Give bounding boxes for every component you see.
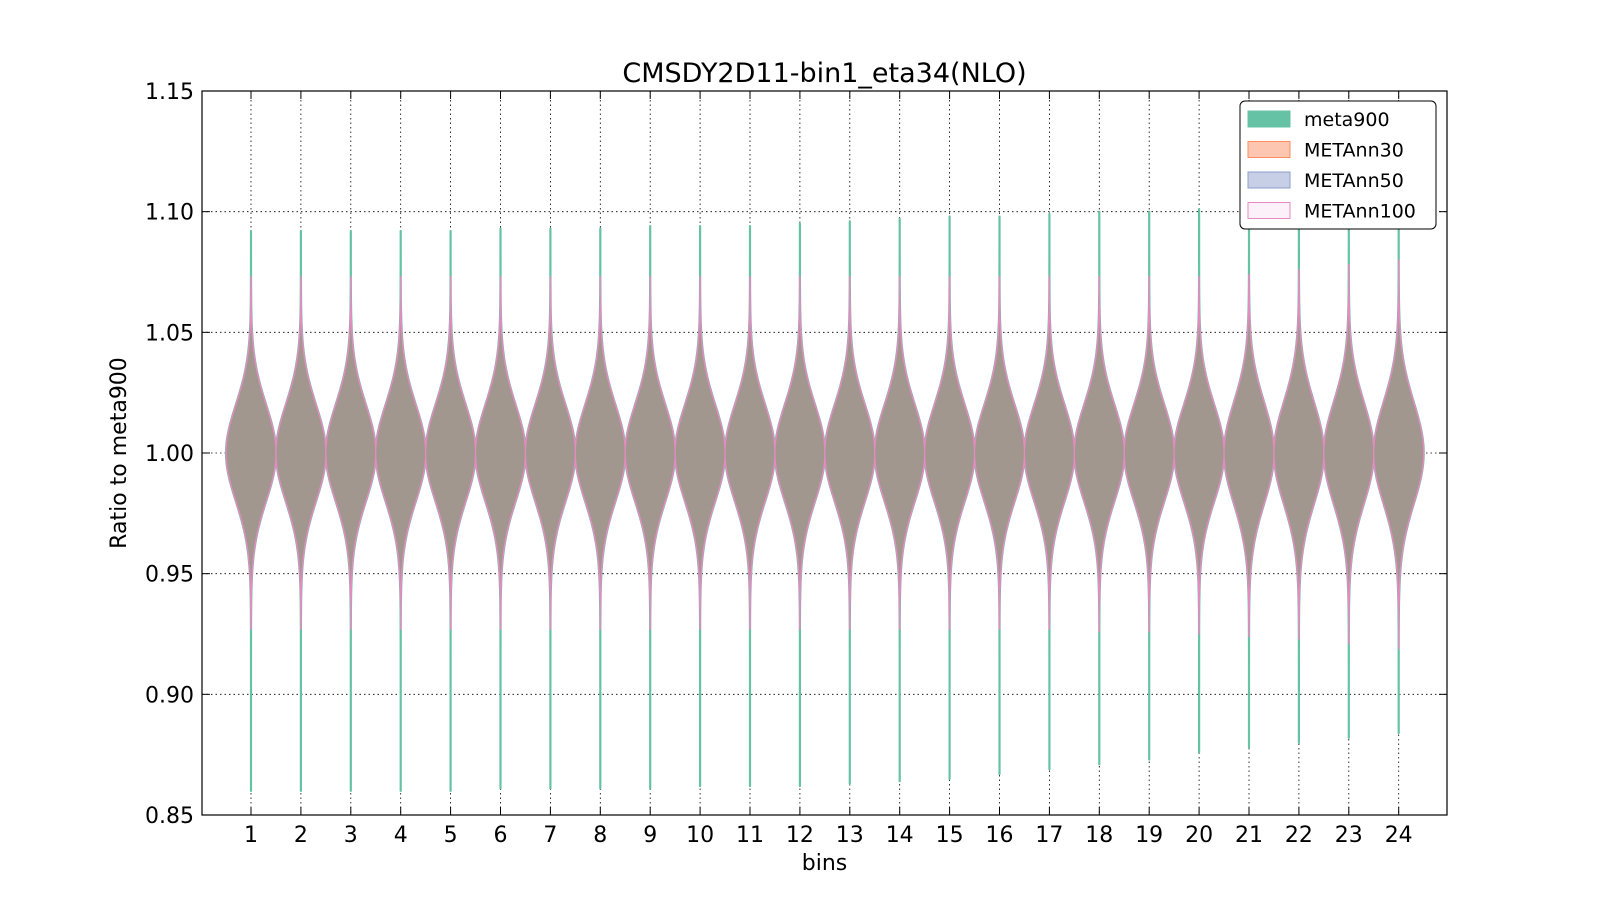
violin-overlay [225,259,1425,650]
x-tick-label: 16 [986,823,1014,848]
legend-label-meta900: meta900 [1304,109,1390,131]
violin-body-bin-15 [923,276,976,630]
x-tick-label: 17 [1035,823,1063,848]
x-tick-label: 5 [444,823,458,848]
y-tick-label: 1.05 [145,321,194,346]
chart-title: CMSDY2D11-bin1_eta34(NLO) [622,58,1026,89]
x-tick-label: 15 [936,823,964,848]
violin-body-bin-22 [1273,268,1325,640]
x-tick-label: 6 [494,823,508,848]
violin-body-bin-4 [375,276,427,630]
x-tick-label: 18 [1085,823,1113,848]
y-tick-label: 0.90 [145,683,194,708]
violin-body-bin-11 [724,276,776,630]
x-tick-label: 3 [344,823,358,848]
violin-body-bin-12 [774,276,826,630]
x-tick-label: 21 [1235,823,1263,848]
x-tick-label: 9 [643,823,657,848]
violin-body-bin-9 [624,276,676,630]
y-tick-label: 1.10 [145,201,194,226]
violin-body-bin-7 [524,276,577,630]
legend-box [1239,100,1437,230]
violin-body-bin-17 [1023,276,1076,630]
legend: meta900 METAnn30 METAnn50 METAnn100 [1239,100,1437,230]
x-tick-label: 4 [394,823,408,848]
y-axis-title: Ratio to meta900 [107,357,132,549]
x-tick-label: 19 [1135,823,1163,848]
x-tick-label: 8 [593,823,607,848]
legend-swatch-meta900 [1247,110,1291,128]
violin-body-bin-19 [1123,276,1175,633]
legend-label-METAnn50: METAnn50 [1304,170,1404,192]
ticks: 0.850.900.951.001.051.101.151 2 3 4 5 6 7 8 9 10 1… [145,80,1447,848]
violin-body-bin-24 [1373,259,1425,650]
y-tick-label: 0.95 [145,563,194,588]
violin-body-bin-5 [424,276,477,630]
x-tick-label: 11 [736,823,764,848]
legend-swatch-METAnn100 [1247,202,1291,219]
x-tick-label: 2 [294,823,308,848]
x-tick-label: 13 [836,823,864,848]
x-tick-label: 14 [886,823,914,848]
y-tick-label: 1.15 [145,80,194,105]
legend-label-METAnn30: METAnn30 [1304,140,1404,162]
x-tick-label: 23 [1335,823,1363,848]
x-tick-label: 7 [543,823,557,848]
legend-swatch-METAnn50 [1247,171,1291,189]
violin-body-bin-6 [474,276,527,630]
x-tick-label: 12 [786,823,814,848]
violin-body-bin-14 [874,276,926,630]
y-tick-label: 1.00 [145,442,194,467]
violin-body-bin-21 [1223,273,1275,638]
violin-body-bin-16 [973,276,1026,630]
violin-body-bin-20 [1173,276,1225,635]
x-tick-label: 10 [686,823,714,848]
violin-body-bin-23 [1323,264,1375,645]
y-tick-label: 0.85 [145,804,194,829]
x-axis-title: bins [802,851,847,876]
violin-body-bin-2 [275,276,327,630]
violin-body-bin-13 [824,276,876,630]
x-tick-label: 20 [1185,823,1213,848]
violin-body-bin-1 [225,276,277,630]
violin-body-bin-3 [325,276,377,630]
legend-label-METAnn100: METAnn100 [1304,201,1416,223]
legend-swatch-METAnn30 [1247,141,1291,158]
violin-body-bin-18 [1073,276,1125,633]
x-tick-label: 1 [244,823,258,848]
violins [224,200,1425,792]
x-tick-label: 24 [1385,823,1413,848]
violin-body-bin-8 [574,276,626,630]
violin-body-bin-10 [674,276,726,630]
x-tick-label: 22 [1285,823,1313,848]
